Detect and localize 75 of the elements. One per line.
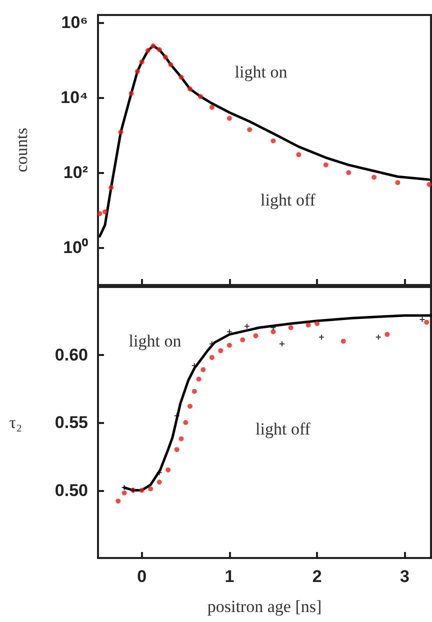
point [198, 94, 204, 100]
point [139, 59, 144, 64]
point [395, 180, 400, 186]
point [168, 62, 174, 68]
point [288, 325, 294, 330]
point [280, 341, 285, 346]
point [97, 211, 102, 216]
y-tick-label: 10⁶ [61, 13, 88, 32]
point [247, 127, 252, 132]
point [218, 348, 224, 354]
point [372, 174, 377, 180]
line-series [98, 44, 430, 238]
point [148, 486, 154, 492]
y-tick-label: 0.60 [54, 345, 88, 364]
point [108, 184, 114, 190]
point [174, 447, 180, 452]
point [116, 498, 121, 504]
point [156, 480, 162, 485]
point [209, 354, 214, 360]
y-tick-label: 10⁰ [63, 238, 88, 258]
point [306, 322, 311, 328]
annotation: light on [234, 62, 288, 82]
point [323, 162, 328, 168]
point [209, 104, 214, 110]
x-tick-label: 2 [312, 567, 322, 586]
point [178, 436, 184, 442]
point [156, 47, 162, 52]
y-axis-title: counts [12, 128, 31, 172]
point [270, 138, 276, 144]
annotation: light off [256, 420, 311, 438]
x-axis-title: positron age [ns] [207, 597, 322, 616]
point [226, 116, 232, 121]
point [188, 86, 193, 92]
x-tick-label: 3 [400, 567, 410, 586]
point [128, 90, 134, 96]
y-tick-label: 0.50 [54, 480, 88, 500]
point [122, 490, 127, 496]
point [183, 420, 188, 425]
point [226, 342, 232, 348]
point [102, 209, 108, 214]
point [253, 333, 258, 338]
point [346, 170, 352, 176]
point [139, 488, 144, 493]
point [162, 54, 168, 60]
point [166, 467, 171, 472]
y-tick-label: 10² [63, 163, 88, 182]
point [178, 74, 184, 80]
point [340, 338, 346, 344]
point [134, 68, 140, 74]
point [270, 329, 276, 334]
annotation: light on [128, 332, 182, 350]
point [240, 337, 246, 342]
point [188, 404, 193, 409]
point [196, 376, 202, 382]
point [426, 182, 432, 188]
point [244, 324, 250, 329]
x-tick-label: 0 [137, 567, 147, 586]
y-tick-label: 0.55 [54, 413, 88, 432]
point [384, 332, 390, 337]
point [118, 130, 124, 135]
x-tick-label: 1 [224, 567, 234, 586]
y-axis-title: τ₂ [9, 413, 22, 432]
point [376, 334, 381, 340]
annotation: light off [260, 190, 316, 210]
point [192, 388, 197, 394]
y-tick-label: 10⁴ [60, 88, 88, 108]
point [424, 320, 430, 325]
line-series [123, 314, 432, 492]
point [200, 367, 206, 372]
point [318, 334, 324, 340]
point [296, 152, 302, 158]
point [314, 321, 320, 326]
point [150, 43, 156, 48]
point [145, 48, 150, 54]
point [420, 317, 425, 322]
